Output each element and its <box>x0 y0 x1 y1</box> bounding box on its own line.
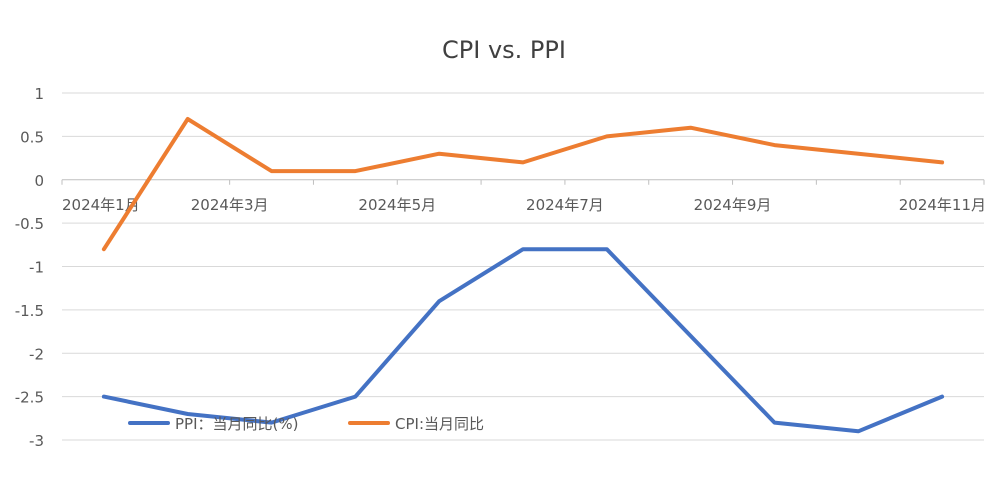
y-tick-label: -2.5 <box>15 389 44 407</box>
series-line-cpi <box>101 117 945 252</box>
x-tick-label: 2024年5月 <box>358 196 436 214</box>
chart-title: CPI vs. PPI <box>442 36 566 64</box>
y-tick-label: -1 <box>29 259 44 277</box>
y-tick-label: -1.5 <box>15 302 44 320</box>
x-tick-label: 2024年1月 <box>62 196 140 214</box>
y-tick-label: -3 <box>29 432 44 450</box>
x-tick-label: 2024年7月 <box>526 196 604 214</box>
legend-label: PPI：当月同比(%) <box>175 415 298 433</box>
x-tick-label: 2024年11月 <box>899 196 986 214</box>
y-tick-label: 1 <box>34 85 44 103</box>
y-tick-label: -2 <box>29 345 44 363</box>
x-tick-label: 2024年3月 <box>191 196 269 214</box>
x-tick-label: 2024年9月 <box>694 196 772 214</box>
y-tick-label: -0.5 <box>15 215 44 233</box>
legend-label: CPI:当月同比 <box>395 415 484 433</box>
y-tick-label: 0.5 <box>20 128 44 146</box>
series-line-ppi <box>101 247 945 434</box>
y-tick-label: 0 <box>34 172 44 190</box>
